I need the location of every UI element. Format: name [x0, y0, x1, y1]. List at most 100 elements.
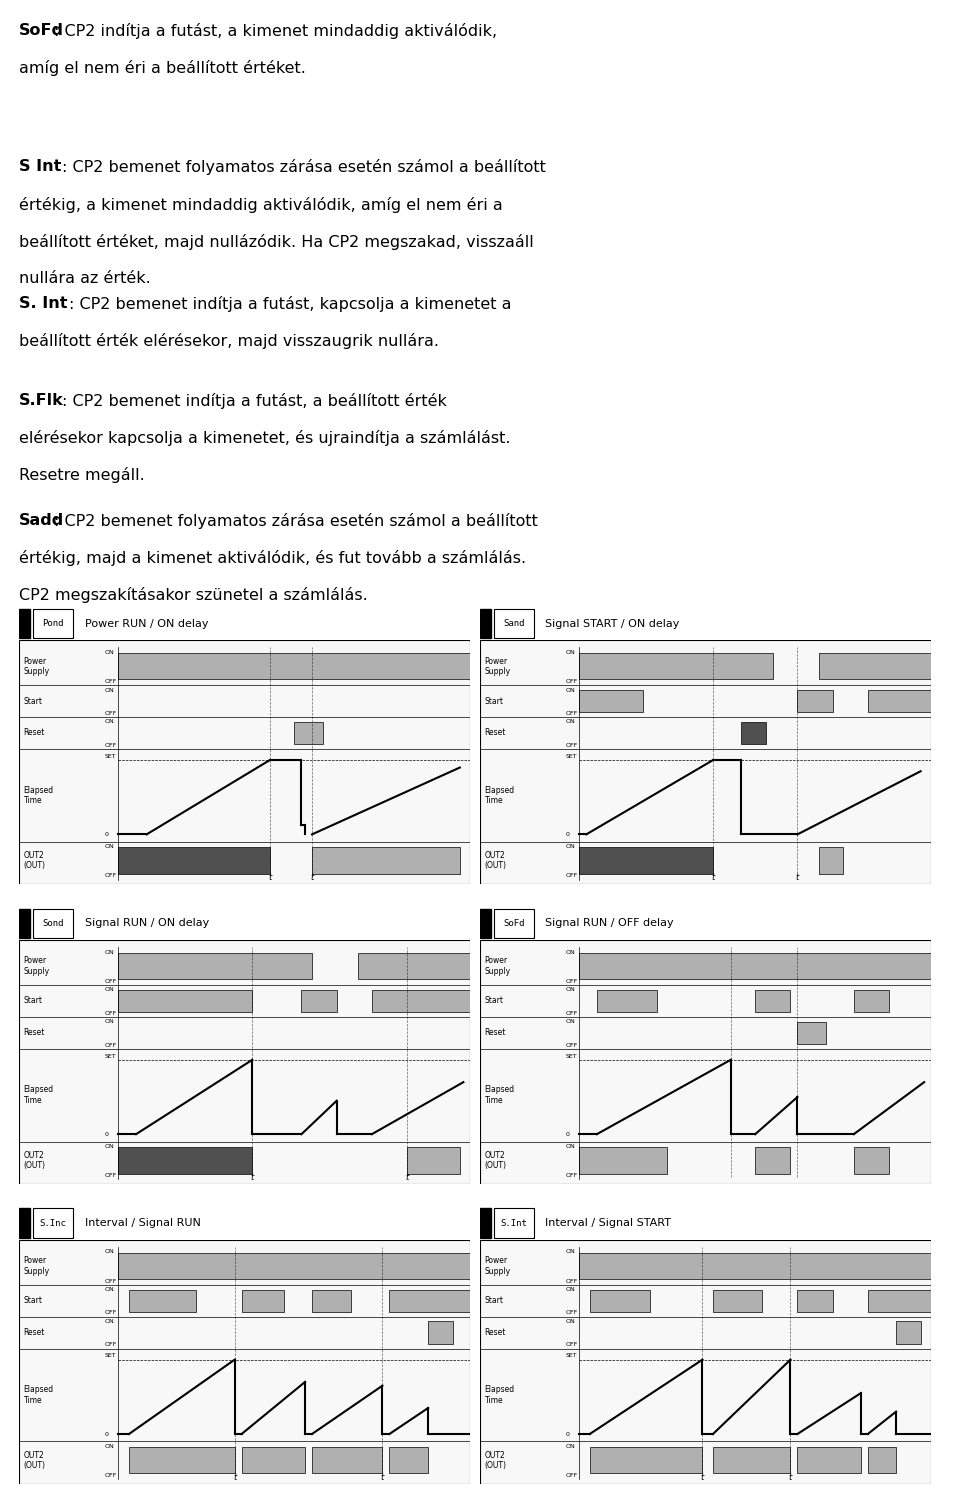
Bar	[579, 953, 931, 979]
FancyBboxPatch shape	[33, 1208, 73, 1238]
Text: OUT2
(OUT): OUT2 (OUT)	[24, 851, 46, 871]
Text: Elapsed
Time: Elapsed Time	[485, 785, 515, 805]
Bar	[713, 1289, 762, 1312]
Text: ON: ON	[565, 720, 575, 724]
Text: ON: ON	[105, 720, 114, 724]
Text: : CP2 bemenet folyamatos zárása esetén számol a beállított: : CP2 bemenet folyamatos zárása esetén s…	[54, 513, 538, 529]
Text: OFF: OFF	[105, 711, 117, 717]
Text: 0: 0	[565, 1132, 569, 1136]
Text: ON: ON	[565, 1144, 575, 1150]
Text: Pond: Pond	[42, 619, 63, 628]
Bar	[819, 847, 843, 874]
Text: OFF: OFF	[105, 1010, 117, 1016]
Text: OUT2
(OUT): OUT2 (OUT)	[485, 851, 507, 871]
Text: SET: SET	[565, 1354, 577, 1358]
Text: OUT2
(OUT): OUT2 (OUT)	[485, 1451, 507, 1471]
Text: SET: SET	[565, 754, 577, 758]
Bar	[19, 609, 31, 639]
Text: Power
Supply: Power Supply	[485, 1256, 511, 1276]
Text: Power
Supply: Power Supply	[24, 956, 50, 976]
Bar	[480, 609, 492, 639]
Text: SET: SET	[565, 1054, 577, 1058]
Bar	[312, 1289, 350, 1312]
Text: ON: ON	[565, 950, 575, 955]
Text: 0: 0	[565, 1432, 569, 1436]
Text: beállított érték elérésekor, majd visszaugrik nullára.: beállított érték elérésekor, majd vissza…	[19, 333, 439, 349]
Text: OFF: OFF	[565, 1174, 578, 1178]
Text: S.Flk: S.Flk	[19, 393, 64, 408]
Bar	[428, 1322, 453, 1343]
Text: Reset: Reset	[485, 729, 506, 738]
Text: elérésekor kapcsolja a kimenetet, és ujraindítja a számlálást.: elérésekor kapcsolja a kimenetet, és ujr…	[19, 430, 511, 447]
Bar	[713, 1447, 790, 1474]
Bar	[118, 953, 312, 979]
Text: OFF: OFF	[105, 979, 117, 983]
Text: SET: SET	[105, 1354, 116, 1358]
Text: OFF: OFF	[565, 1342, 578, 1348]
Text: OFF: OFF	[105, 742, 117, 748]
Text: OFF: OFF	[105, 1042, 117, 1048]
Text: beállított értéket, majd nullázódik. Ha CP2 megszakad, visszaáll: beállított értéket, majd nullázódik. Ha …	[19, 234, 534, 249]
Text: OFF: OFF	[565, 1474, 578, 1478]
Text: Reset: Reset	[485, 1028, 506, 1037]
Text: ON: ON	[105, 1250, 114, 1255]
Text: Elapsed
Time: Elapsed Time	[485, 1085, 515, 1105]
Bar	[118, 989, 252, 1012]
Text: : CP2 bemenet folyamatos zárása esetén számol a beállított: : CP2 bemenet folyamatos zárása esetén s…	[61, 159, 545, 175]
Text: 0: 0	[105, 1132, 108, 1136]
Text: OFF: OFF	[565, 874, 578, 878]
Bar	[868, 1447, 896, 1474]
Text: ON: ON	[105, 950, 114, 955]
Bar	[798, 1289, 832, 1312]
FancyBboxPatch shape	[493, 1208, 534, 1238]
Text: nullára az érték.: nullára az érték.	[19, 271, 151, 286]
Bar	[129, 1289, 196, 1312]
Text: Power
Supply: Power Supply	[24, 1256, 50, 1276]
Text: SoFd: SoFd	[19, 22, 64, 37]
Text: : CP2 indítja a futást, a kimenet mindaddig aktiválódik,: : CP2 indítja a futást, a kimenet mindad…	[54, 22, 497, 39]
Text: ON: ON	[105, 651, 114, 655]
Bar	[868, 690, 931, 712]
Text: t: t	[711, 872, 714, 881]
Text: Signal RUN / OFF delay: Signal RUN / OFF delay	[545, 919, 674, 928]
Text: OFF: OFF	[105, 1279, 117, 1283]
Bar	[312, 1447, 382, 1474]
Text: OFF: OFF	[565, 1310, 578, 1316]
Text: értékig, a kimenet mindaddig aktiválódik, amíg el nem éri a: értékig, a kimenet mindaddig aktiválódik…	[19, 196, 503, 213]
Text: OUT2
(OUT): OUT2 (OUT)	[24, 1151, 46, 1171]
Bar	[741, 723, 766, 744]
Text: ON: ON	[565, 1444, 575, 1450]
Text: ON: ON	[565, 844, 575, 850]
Bar	[798, 1022, 826, 1043]
Bar	[756, 1147, 790, 1174]
Text: ON: ON	[105, 1019, 114, 1024]
Bar	[301, 989, 337, 1012]
Text: ON: ON	[565, 1288, 575, 1292]
Text: ON: ON	[105, 988, 114, 992]
Text: Power RUN / ON delay: Power RUN / ON delay	[84, 619, 208, 628]
FancyBboxPatch shape	[493, 609, 534, 639]
Text: 0: 0	[105, 832, 108, 836]
Text: Elapsed
Time: Elapsed Time	[24, 785, 54, 805]
Text: OFF: OFF	[105, 874, 117, 878]
Bar	[480, 1208, 492, 1238]
Text: Elapsed
Time: Elapsed Time	[24, 1085, 54, 1105]
Bar	[118, 1253, 470, 1279]
Text: Reset: Reset	[24, 1028, 45, 1037]
Text: OFF: OFF	[565, 979, 578, 983]
Bar	[118, 1147, 252, 1174]
Text: OFF: OFF	[565, 679, 578, 684]
Text: t: t	[251, 1172, 253, 1181]
Text: ON: ON	[565, 688, 575, 693]
Text: Sond: Sond	[42, 919, 63, 928]
Bar	[798, 690, 832, 712]
Text: Power
Supply: Power Supply	[485, 657, 511, 676]
Text: ON: ON	[565, 1319, 575, 1324]
Text: Interval / Signal START: Interval / Signal START	[545, 1219, 671, 1228]
Text: S.Int: S.Int	[500, 1219, 527, 1228]
Text: t: t	[789, 1472, 792, 1481]
Bar	[242, 1289, 284, 1312]
Text: t: t	[381, 1472, 384, 1481]
Text: OFF: OFF	[565, 1279, 578, 1283]
Bar	[589, 1447, 703, 1474]
